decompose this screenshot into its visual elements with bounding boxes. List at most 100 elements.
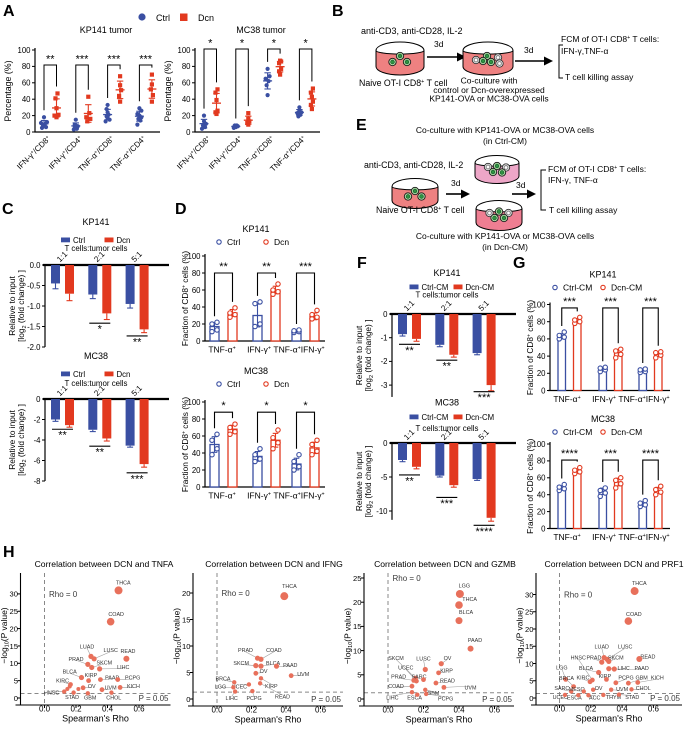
- svg-text:Dcn-CM: Dcn-CM: [611, 427, 642, 437]
- svg-text:Ctrl: Ctrl: [227, 379, 240, 389]
- svg-text:5: 5: [186, 668, 190, 677]
- svg-text:Dcn: Dcn: [117, 370, 131, 379]
- svg-text:0.2: 0.2: [246, 706, 258, 715]
- svg-text:KP141: KP141: [589, 270, 616, 280]
- svg-text:Spearman's Rho: Spearman's Rho: [576, 714, 643, 724]
- svg-text:COAD: COAD: [388, 684, 404, 690]
- svg-text:P = 0.05: P = 0.05: [139, 694, 169, 703]
- svg-text:0: 0: [186, 695, 190, 704]
- svg-text:UVM: UVM: [297, 672, 309, 678]
- svg-text:Spearman's Rho: Spearman's Rho: [235, 715, 302, 725]
- svg-text:READ: READ: [440, 679, 455, 685]
- svg-text:T cell killing assay: T cell killing assay: [549, 205, 618, 215]
- svg-text:40: 40: [537, 352, 546, 361]
- svg-text:-10: -10: [376, 507, 388, 516]
- svg-text:5: 5: [357, 671, 361, 680]
- svg-text:40: 40: [182, 95, 191, 104]
- svg-text:20: 20: [537, 369, 546, 378]
- svg-text:10: 10: [353, 646, 361, 655]
- svg-text:30: 30: [10, 590, 18, 599]
- svg-text:40: 40: [192, 303, 201, 312]
- svg-text:-1: -1: [381, 334, 388, 343]
- svg-text:LGG: LGG: [215, 684, 226, 690]
- svg-text:***: ***: [604, 296, 618, 308]
- svg-text:P = 0.05: P = 0.05: [482, 695, 512, 704]
- svg-text:PCPG: PCPG: [438, 696, 453, 702]
- svg-text:PRAD: PRAD: [238, 648, 253, 654]
- svg-text:READ: READ: [275, 695, 290, 701]
- svg-text:-4: -4: [34, 436, 42, 445]
- svg-text:LUSC: LUSC: [103, 648, 117, 654]
- svg-text:0: 0: [186, 128, 191, 137]
- svg-text:10: 10: [525, 659, 533, 668]
- svg-text:THCA: THCA: [462, 597, 477, 603]
- svg-text:0: 0: [529, 694, 533, 703]
- svg-text:KIRP: KIRP: [440, 668, 453, 674]
- svg-text:60: 60: [192, 286, 201, 295]
- svg-text:KP141 tumor: KP141 tumor: [80, 25, 133, 35]
- svg-text:FCM of OT-I CD8+​ T cells:: FCM of OT-I CD8+​ T cells:: [561, 34, 659, 44]
- svg-text:KIRC: KIRC: [577, 676, 590, 682]
- svg-text:anti-CD3, anti-CD28, IL-2: anti-CD3, anti-CD28, IL-2: [364, 160, 463, 170]
- svg-text:0: 0: [196, 337, 201, 346]
- svg-text:-2.0: -2.0: [27, 343, 41, 352]
- svg-text:UCEC: UCEC: [398, 666, 413, 672]
- svg-text:****: ****: [561, 448, 579, 460]
- svg-text:Ctrl: Ctrl: [227, 237, 240, 247]
- svg-text:***: ***: [604, 448, 618, 460]
- svg-text:Dcn: Dcn: [198, 13, 214, 23]
- svg-text:15: 15: [182, 615, 190, 624]
- svg-text:UVM: UVM: [616, 687, 628, 693]
- svg-text:**: **: [262, 261, 271, 273]
- svg-text:KIRC: KIRC: [56, 678, 69, 684]
- svg-text:KIRP: KIRP: [85, 673, 98, 679]
- svg-text:PRAD: PRAD: [391, 675, 406, 681]
- svg-text:KP141-OVA or MC38-OVA cells: KP141-OVA or MC38-OVA cells: [429, 94, 548, 104]
- svg-text:***: ***: [644, 296, 658, 308]
- svg-text:10: 10: [10, 659, 18, 668]
- svg-text:30: 30: [525, 590, 533, 599]
- svg-text:D: D: [175, 201, 187, 218]
- svg-text:***: ***: [478, 392, 492, 404]
- svg-text:0.6: 0.6: [648, 705, 660, 714]
- svg-text:−log10(P value): −log10(P value): [343, 608, 355, 664]
- svg-text:ESCA: ESCA: [407, 696, 422, 702]
- svg-text:OV: OV: [260, 669, 268, 675]
- svg-text:STAD: STAD: [625, 695, 639, 701]
- svg-text:10: 10: [182, 642, 190, 651]
- svg-text:GBM: GBM: [84, 695, 97, 701]
- svg-text:THCA: THCA: [282, 584, 297, 590]
- svg-text:IFN-γ,TNF-α: IFN-γ,TNF-α: [561, 46, 608, 56]
- svg-text:***: ***: [131, 473, 145, 485]
- svg-text:MC38: MC38: [84, 351, 108, 361]
- svg-text:***: ***: [299, 261, 313, 273]
- svg-text:0: 0: [383, 439, 388, 448]
- svg-text:25: 25: [10, 607, 18, 616]
- svg-text:Co-culture with: Co-culture with: [461, 76, 518, 86]
- svg-text:PAAD: PAAD: [635, 666, 649, 672]
- svg-text:60: 60: [22, 79, 31, 88]
- svg-text:BRCA: BRCA: [216, 676, 231, 682]
- svg-text:−log10(P value): −log10(P value): [172, 608, 184, 664]
- svg-text:60: 60: [537, 474, 546, 483]
- svg-text:**: **: [133, 336, 142, 348]
- svg-text:Rho = 0: Rho = 0: [564, 591, 593, 600]
- svg-text:LUAD: LUAD: [595, 645, 609, 651]
- svg-text:****: ****: [642, 448, 660, 460]
- svg-text:80: 80: [537, 318, 546, 327]
- svg-text:READ: READ: [120, 649, 135, 655]
- svg-text:-1.5: -1.5: [27, 322, 41, 331]
- svg-text:THCA: THCA: [632, 581, 647, 587]
- svg-text:0.4: 0.4: [617, 705, 629, 714]
- svg-text:60: 60: [537, 335, 546, 344]
- svg-text:0.4: 0.4: [102, 705, 114, 714]
- svg-text:25: 25: [353, 574, 361, 583]
- svg-text:SKCM: SKCM: [388, 656, 404, 662]
- svg-text:Spearman's Rho: Spearman's Rho: [62, 714, 129, 724]
- svg-text:PAAD: PAAD: [283, 663, 297, 669]
- svg-text:0.4: 0.4: [453, 706, 465, 715]
- svg-text:KP141: KP141: [82, 217, 109, 227]
- svg-text:Ctrl-CM: Ctrl-CM: [563, 427, 592, 437]
- svg-text:COAD: COAD: [108, 612, 124, 618]
- svg-text:20: 20: [525, 625, 533, 634]
